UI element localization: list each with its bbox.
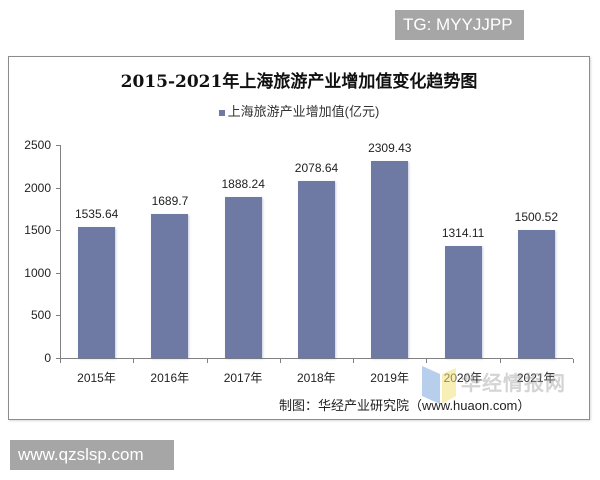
x-tick-label: 2021年	[516, 371, 556, 385]
bar-value-label: 1535.64	[74, 207, 119, 222]
bar-value-label: 2078.64	[294, 160, 339, 175]
y-tick	[56, 272, 60, 274]
x-tick-label: 2016年	[150, 371, 190, 385]
y-tick	[56, 230, 60, 232]
legend-label: 上海旅游产业增加值(亿元)	[227, 104, 380, 119]
y-tick	[56, 187, 60, 189]
x-tick	[279, 359, 281, 363]
y-tick	[56, 145, 60, 146]
bar-value-label: 1500.52	[514, 210, 559, 225]
y-tick-label: 0	[44, 351, 51, 365]
x-tick	[206, 359, 208, 363]
watermark-logo-icon	[422, 366, 462, 404]
y-tick	[56, 315, 60, 317]
x-axis	[60, 358, 573, 359]
y-tick-label: 2500	[24, 138, 51, 152]
x-tick-label: 2018年	[296, 371, 336, 385]
bar-value-label: 1888.24	[221, 177, 265, 192]
y-tick-label: 2000	[24, 180, 51, 195]
x-tick	[353, 359, 355, 363]
x-tick-label: 2017年	[223, 371, 263, 385]
chart-title: 2015-2021年上海旅游产业增加值变化趋势图	[120, 72, 478, 92]
y-tick-label: 1000	[24, 265, 51, 280]
chart-legend: 上海旅游产业增加值(亿元)	[9, 101, 589, 120]
watermark-badge-top: TG: MYYJJPP	[395, 10, 524, 40]
bar-value-label: 1689.7	[151, 194, 189, 209]
bar	[78, 227, 116, 358]
x-tick	[60, 359, 61, 363]
y-tick-label: 1500	[24, 223, 51, 238]
y-tick-label: 500	[30, 308, 51, 323]
x-tick-label: 2015年	[77, 371, 116, 385]
watermark-badge-bottom: www.qzslsp.com	[10, 440, 174, 470]
x-tick	[499, 359, 501, 363]
bar-value-label: 2309.43	[368, 141, 412, 156]
source-note: 制图：华经产业研究院（www.huaon.com）	[279, 398, 531, 413]
watermark-text: 华经情报网	[461, 373, 566, 395]
bar	[517, 230, 555, 358]
legend-swatch-icon	[218, 109, 225, 116]
plot-area: 0 500 1000 1500 2000 2500 1535.64 2015年 1689.7 20…	[9, 57, 591, 421]
x-tick	[573, 359, 574, 363]
bar-value-label: 1314.11	[441, 226, 485, 241]
x-tick	[426, 359, 428, 363]
y-axis	[60, 145, 61, 359]
bar	[224, 197, 262, 358]
bar	[444, 246, 482, 358]
bar	[371, 161, 409, 358]
bar	[151, 214, 189, 358]
chart-frame: 2015-2021年上海旅游产业增加值变化趋势图 上海旅游产业增加值(亿元) 0…	[8, 56, 590, 420]
x-tick-label: 2019年	[370, 371, 409, 385]
y-tick	[56, 358, 60, 359]
x-tick	[133, 359, 135, 363]
bar	[298, 180, 335, 358]
